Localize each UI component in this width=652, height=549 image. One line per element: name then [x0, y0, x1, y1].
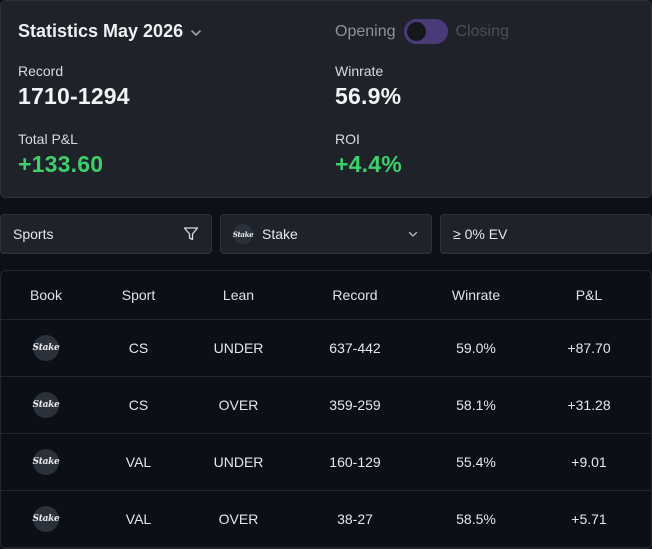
book-select-label: Stake — [262, 226, 298, 242]
sports-filter[interactable]: Sports — [0, 214, 212, 254]
roi-value: +4.4% — [335, 151, 402, 177]
header-record[interactable]: Record — [332, 287, 378, 303]
record-cell: 38-27 — [337, 511, 373, 527]
record-cell: 160-129 — [329, 454, 381, 470]
record-cell: 359-259 — [329, 397, 381, 413]
results-table: Book Sport Lean Record Winrate P&L Stake… — [0, 270, 652, 549]
stake-logo-icon: Stake — [33, 449, 60, 475]
record-label: Record — [18, 63, 64, 79]
ev-filter-input[interactable]: ≥ 0% EV — [440, 214, 652, 254]
winrate-label: Winrate — [335, 63, 384, 79]
line-type-toggle: Opening Closing — [335, 19, 509, 44]
roi-label: ROI — [335, 131, 360, 147]
toggle-label-opening[interactable]: Opening — [335, 22, 396, 40]
lean-cell: UNDER — [213, 340, 264, 356]
header-sport[interactable]: Sport — [121, 287, 156, 303]
sport-cell: CS — [128, 397, 149, 413]
book-cell: Stake — [1, 491, 91, 547]
ev-filter-value: ≥ 0% EV — [453, 226, 508, 242]
book-select[interactable]: Stake Stake — [220, 214, 432, 254]
sports-filter-label: Sports — [13, 226, 54, 242]
roi-stat: ROI +4.4% — [335, 131, 402, 178]
header-pl[interactable]: P&L — [575, 287, 603, 303]
header-book[interactable]: Book — [30, 287, 62, 303]
table-row[interactable]: Stake CS OVER 359-259 58.1% +31.28 — [1, 377, 651, 434]
month-selector[interactable]: Statistics May 2026 — [18, 21, 203, 42]
winrate-cell: 58.5% — [456, 511, 496, 527]
stake-logo-icon: Stake — [33, 506, 60, 532]
pl-stat: Total P&L +133.60 — [18, 131, 103, 178]
table-row[interactable]: Stake CS UNDER 637-442 59.0% +87.70 — [1, 320, 651, 377]
sport-cell: VAL — [125, 511, 152, 527]
table-header: Book Sport Lean Record Winrate P&L — [1, 271, 651, 320]
chevron-down-icon — [408, 231, 418, 237]
book-cell: Stake — [1, 434, 91, 490]
lean-cell: OVER — [218, 397, 259, 413]
pl-value: +133.60 — [18, 151, 104, 177]
statistics-card: Statistics May 2026 Opening Closing Reco… — [0, 0, 652, 198]
winrate-cell: 58.1% — [456, 397, 496, 413]
sport-cell: CS — [128, 340, 149, 356]
opening-closing-switch[interactable] — [403, 19, 448, 44]
header-lean[interactable]: Lean — [222, 287, 255, 303]
book-cell: Stake — [1, 320, 91, 376]
record-stat: Record 1710-1294 — [18, 63, 130, 110]
pl-cell: +87.70 — [567, 340, 611, 356]
winrate-cell: 59.0% — [456, 340, 496, 356]
lean-cell: OVER — [218, 511, 259, 527]
switch-knob — [406, 22, 426, 41]
pl-cell: +9.01 — [571, 454, 607, 470]
stake-logo-icon: Stake — [33, 392, 60, 418]
stake-logo-icon: Stake — [33, 335, 60, 361]
toggle-label-closing[interactable]: Closing — [455, 22, 509, 40]
winrate-cell: 55.4% — [456, 454, 496, 470]
header-winrate[interactable]: Winrate — [451, 287, 501, 303]
table-row[interactable]: Stake VAL UNDER 160-129 55.4% +9.01 — [1, 434, 651, 491]
chevron-down-icon — [191, 29, 201, 36]
pl-cell: +5.71 — [571, 511, 607, 527]
stats-title: Statistics May 2026 — [18, 21, 184, 41]
pl-label: Total P&L — [18, 131, 78, 147]
table-row[interactable]: Stake VAL OVER 38-27 58.5% +5.71 — [1, 491, 651, 548]
winrate-stat: Winrate 56.9% — [335, 63, 401, 110]
pl-cell: +31.28 — [567, 397, 611, 413]
lean-cell: UNDER — [213, 454, 264, 470]
filter-icon — [183, 227, 199, 241]
record-value: 1710-1294 — [18, 83, 130, 109]
winrate-value: 56.9% — [335, 83, 402, 109]
stake-logo-icon: Stake — [233, 224, 254, 244]
record-cell: 637-442 — [329, 340, 381, 356]
sport-cell: VAL — [125, 454, 152, 470]
book-cell: Stake — [1, 377, 91, 433]
